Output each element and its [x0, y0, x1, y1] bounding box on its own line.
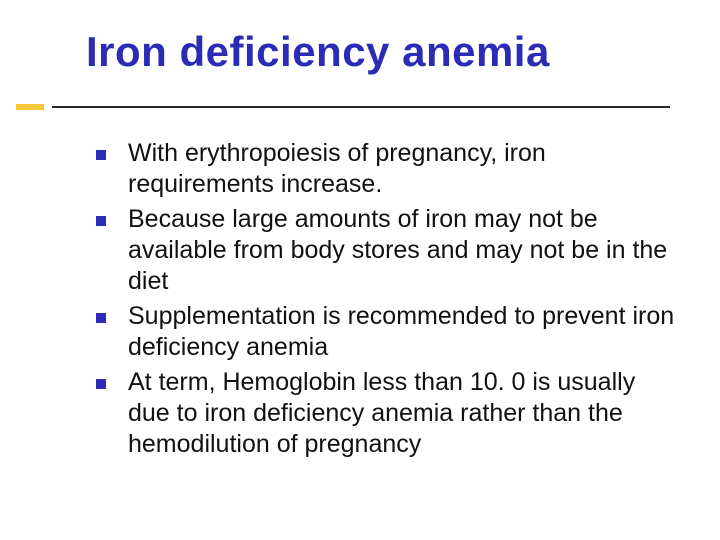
list-item-text: Supplementation is recommended to preven… — [128, 301, 676, 363]
slide-title: Iron deficiency anemia — [86, 28, 550, 76]
square-bullet-icon — [96, 216, 106, 226]
horizontal-rule — [52, 106, 670, 108]
body-list: With erythropoiesis of pregnancy, iron r… — [96, 138, 676, 464]
list-item-text: With erythropoiesis of pregnancy, iron r… — [128, 138, 676, 200]
list-item-text: Because large amounts of iron may not be… — [128, 204, 676, 297]
square-bullet-icon — [96, 379, 106, 389]
list-item: With erythropoiesis of pregnancy, iron r… — [96, 138, 676, 200]
slide: Iron deficiency anemia With erythropoies… — [0, 0, 720, 540]
square-bullet-icon — [96, 313, 106, 323]
list-item: At term, Hemoglobin less than 10. 0 is u… — [96, 367, 676, 460]
title-rule — [0, 104, 720, 124]
accent-block — [16, 104, 44, 110]
list-item: Because large amounts of iron may not be… — [96, 204, 676, 297]
list-item-text: At term, Hemoglobin less than 10. 0 is u… — [128, 367, 676, 460]
list-item: Supplementation is recommended to preven… — [96, 301, 676, 363]
square-bullet-icon — [96, 150, 106, 160]
